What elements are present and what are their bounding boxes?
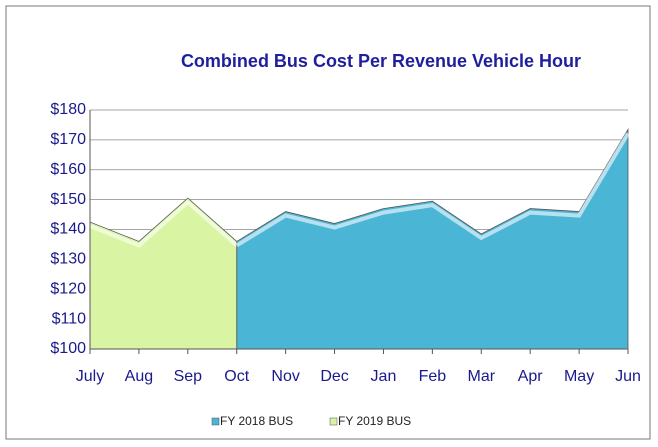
x-tick-label: Sep bbox=[174, 368, 203, 385]
y-tick-label: $170 bbox=[50, 131, 86, 148]
x-tick-label: Aug bbox=[125, 368, 153, 385]
y-tick-label: $100 bbox=[50, 340, 86, 357]
x-tick-label: Oct bbox=[224, 368, 249, 385]
x-tick-label: Nov bbox=[271, 368, 299, 385]
x-tick-label: Jan bbox=[371, 368, 397, 385]
x-tick-label: Mar bbox=[467, 368, 495, 385]
area bbox=[236, 127, 629, 350]
y-tick-label: $150 bbox=[50, 191, 86, 208]
x-tick-label: Apr bbox=[518, 368, 544, 385]
x-tick-label: May bbox=[564, 368, 594, 385]
chart-title: Combined Bus Cost Per Revenue Vehicle Ho… bbox=[181, 51, 581, 71]
y-tick-label: $110 bbox=[52, 310, 87, 327]
y-tick-label: $180 bbox=[50, 101, 86, 118]
legend-swatch bbox=[329, 417, 338, 426]
legend-swatch bbox=[211, 417, 220, 426]
y-tick-label: $140 bbox=[50, 221, 86, 238]
y-tick-label: $120 bbox=[50, 280, 86, 297]
x-tick-label: Feb bbox=[419, 368, 447, 385]
x-tick-label: Dec bbox=[320, 368, 348, 385]
legend-label: FY 2018 BUS bbox=[220, 414, 293, 428]
area-highlight bbox=[235, 132, 630, 248]
x-tick-label: Jun bbox=[615, 368, 641, 385]
y-tick-label: $130 bbox=[50, 251, 86, 268]
legend-label: FY 2019 BUS bbox=[338, 414, 411, 428]
x-tick-label: July bbox=[76, 368, 104, 385]
y-tick-label: $160 bbox=[50, 161, 86, 178]
area-highlight bbox=[89, 199, 239, 248]
